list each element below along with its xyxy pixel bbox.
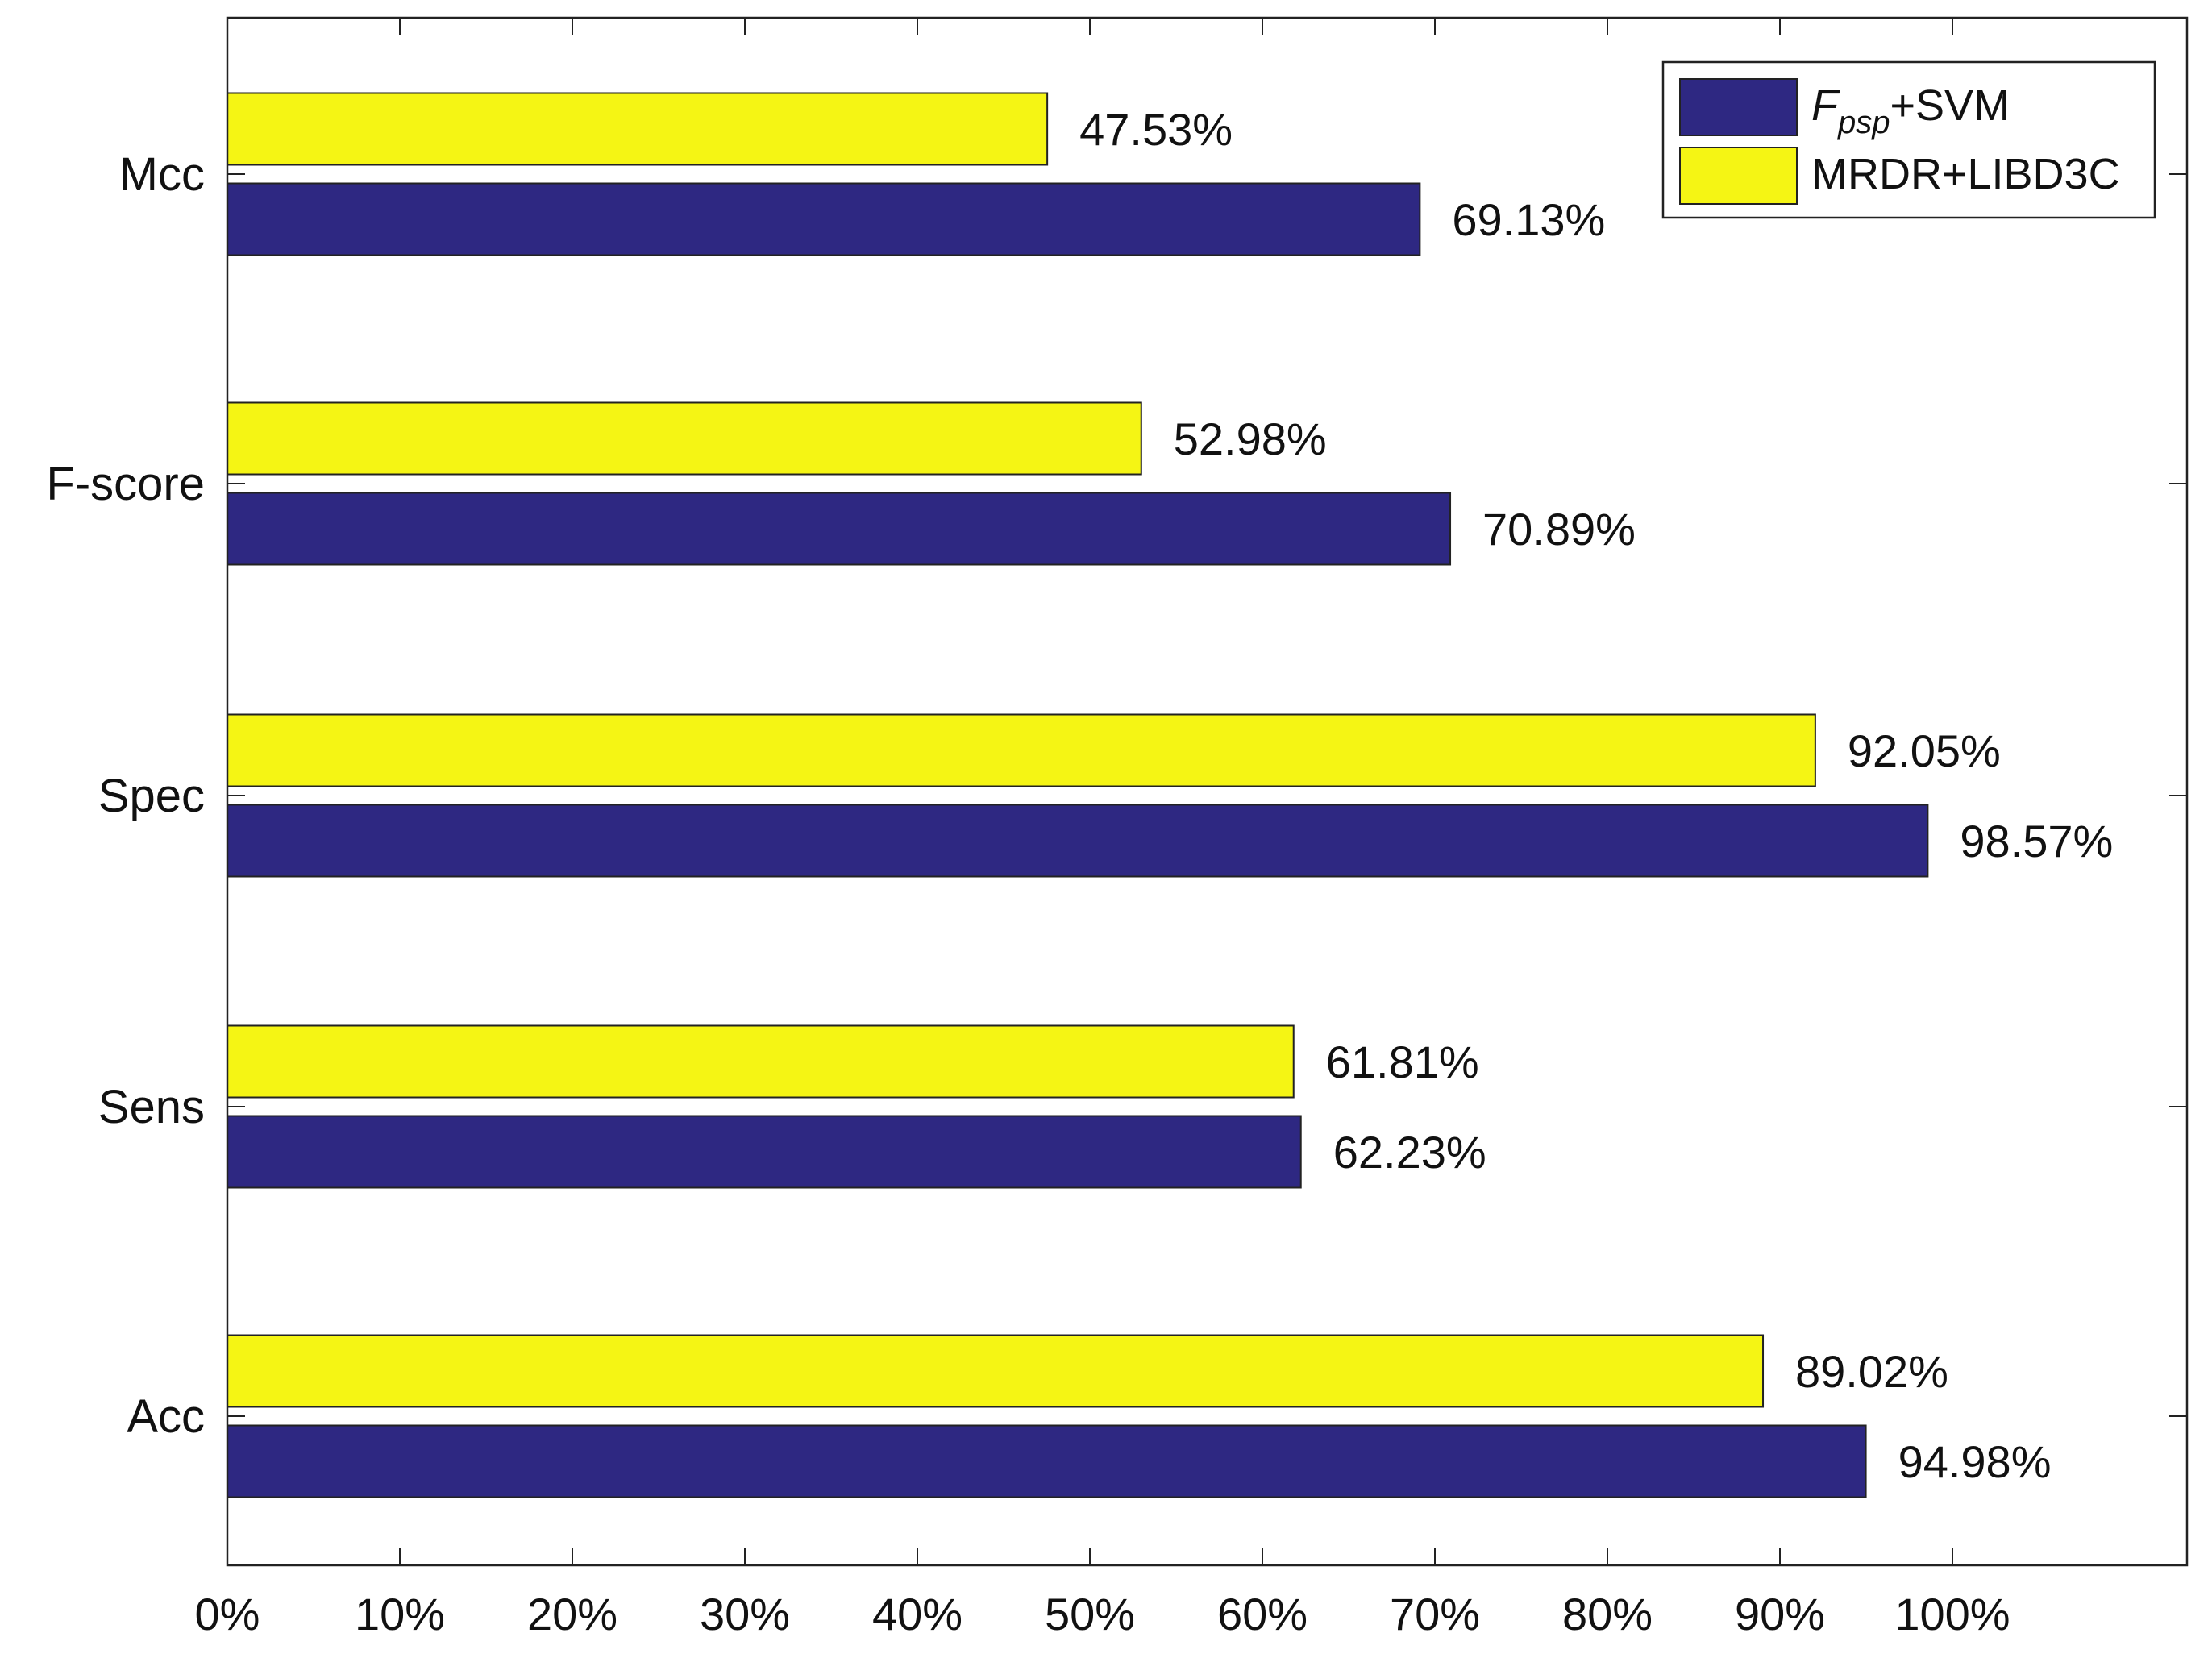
x-tick-label-50: 50% <box>1045 1589 1135 1639</box>
category-labels: Acc Sens Spec F-score Mcc <box>46 148 205 1443</box>
value-label-mrdr-libd3c-spec: 92.05% <box>1848 725 2001 776</box>
category-label-sens: Sens <box>98 1081 205 1133</box>
bar-fpsp-svm-spec <box>227 804 1929 878</box>
x-tick-label-90: 90% <box>1735 1589 1825 1639</box>
bar-mrdr-libd3c-f-score <box>227 401 1142 476</box>
value-label-fpsp-svm-f-score: 70.89% <box>1482 504 1636 555</box>
bar-fpsp-svm-sens <box>227 1115 1302 1189</box>
category-label-mcc: Mcc <box>119 148 205 201</box>
bar-fpsp-svm-f-score <box>227 492 1452 566</box>
x-tick-label-30: 30% <box>700 1589 790 1639</box>
bar-mrdr-libd3c-spec <box>227 713 1816 787</box>
x-tick-label-10: 10% <box>355 1589 445 1639</box>
value-label-fpsp-svm-sens: 62.23% <box>1333 1127 1486 1178</box>
bars <box>227 92 1929 1498</box>
x-tick-label-80: 80% <box>1562 1589 1653 1639</box>
bar-fpsp-svm-acc <box>227 1424 1867 1498</box>
x-tick-label-100: 100% <box>1894 1589 2010 1639</box>
category-label-acc: Acc <box>127 1390 205 1443</box>
value-label-mrdr-libd3c-f-score: 52.98% <box>1174 413 1327 464</box>
x-tick-labels: 0% 10% 20% 30% 40% 50% 60% 70% 80% 90% 100% <box>195 1589 2010 1639</box>
bar-mrdr-libd3c-acc <box>227 1334 1765 1408</box>
value-label-mrdr-libd3c-sens: 61.81% <box>1326 1037 1479 1087</box>
axes-frame <box>226 16 2189 1567</box>
category-label-spec: Spec <box>98 770 205 822</box>
bar-value-labels: 89.02% 94.98% 61.81% 62.23% 92.05% 98.57% 52.9… <box>1079 104 2113 1487</box>
value-label-fpsp-svm-spec: 98.57% <box>1960 816 2113 866</box>
ticks <box>227 18 2187 1565</box>
value-label-mrdr-libd3c-mcc: 47.53% <box>1079 104 1233 155</box>
x-tick-label-0: 0% <box>195 1589 260 1639</box>
bar-mrdr-libd3c-mcc <box>227 92 1049 166</box>
legend-swatch-fpsp-svm <box>1679 78 1798 136</box>
legend: Fpsp+SVM MRDR+LIBD3C <box>1661 60 2156 219</box>
bar-mrdr-libd3c-sens <box>227 1024 1295 1099</box>
value-label-fpsp-svm-acc: 94.98% <box>1898 1436 2052 1487</box>
legend-label-mrdr-libd3c: MRDR+LIBD3C <box>1811 150 2120 198</box>
legend-swatch-mrdr-libd3c <box>1679 147 1798 205</box>
x-tick-label-60: 60% <box>1217 1589 1308 1639</box>
x-tick-label-70: 70% <box>1390 1589 1480 1639</box>
value-label-mrdr-libd3c-acc: 89.02% <box>1795 1346 1948 1397</box>
x-tick-label-20: 20% <box>527 1589 617 1639</box>
bar-fpsp-svm-mcc <box>227 182 1421 256</box>
x-tick-label-40: 40% <box>872 1589 963 1639</box>
value-label-fpsp-svm-mcc: 69.13% <box>1452 194 1605 245</box>
legend-label-fpsp-svm: Fpsp+SVM <box>1811 81 2010 140</box>
category-label-f-score: F-score <box>46 458 205 510</box>
